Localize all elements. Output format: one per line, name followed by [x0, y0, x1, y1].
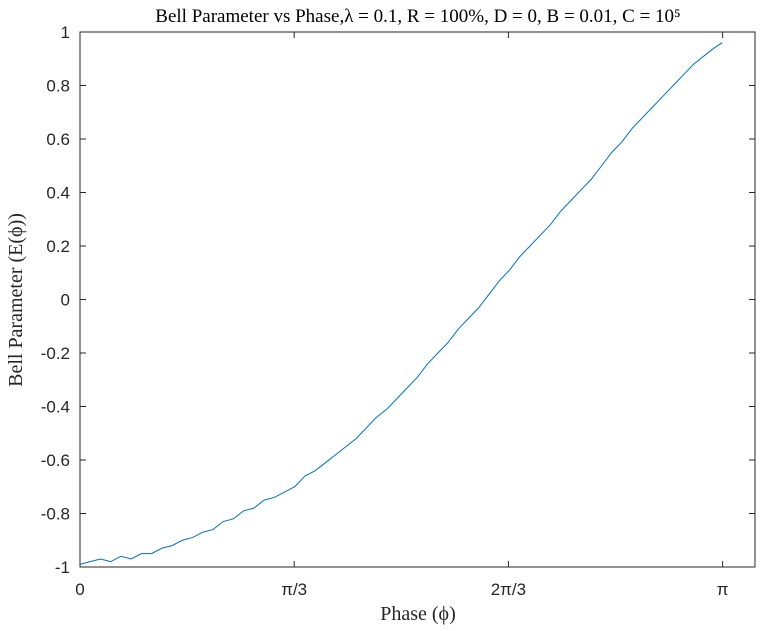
y-tick-label: -0.6	[41, 451, 70, 470]
bell-parameter-line	[79, 42, 723, 565]
x-tick-label: 2π/3	[491, 580, 526, 599]
x-tick-label: 0	[75, 580, 84, 599]
y-tick-label: -0.8	[41, 505, 70, 524]
y-tick-label: 0.4	[46, 184, 70, 203]
y-tick-label: -0.4	[41, 398, 70, 417]
axis-tick-labels: 0 π/3 2π/3 π -1 -0.8 -0.6 -0.4 -0.2 0 0.2 0.4 0.6 0.8…	[41, 23, 729, 599]
y-tick-label: 0.6	[46, 130, 70, 149]
y-tick-label: 0.2	[46, 237, 70, 256]
y-tick-label: -0.2	[41, 344, 70, 363]
y-tick-label: -1	[55, 558, 70, 577]
y-axis-title: Bell Parameter (E(ϕ))	[5, 213, 27, 387]
x-axis-title: Phase (ϕ)	[380, 603, 456, 625]
y-tick-label: 0.8	[46, 77, 70, 96]
chart-title: Bell Parameter vs Phase,λ = 0.1, R = 100…	[155, 6, 680, 27]
x-tick-label: π	[717, 580, 729, 599]
axis-ticks	[79, 31, 755, 568]
y-tick-label: 1	[61, 23, 70, 42]
x-tick-label: π/3	[281, 580, 307, 599]
y-tick-label: 0	[61, 291, 70, 310]
plot-area	[79, 31, 756, 568]
